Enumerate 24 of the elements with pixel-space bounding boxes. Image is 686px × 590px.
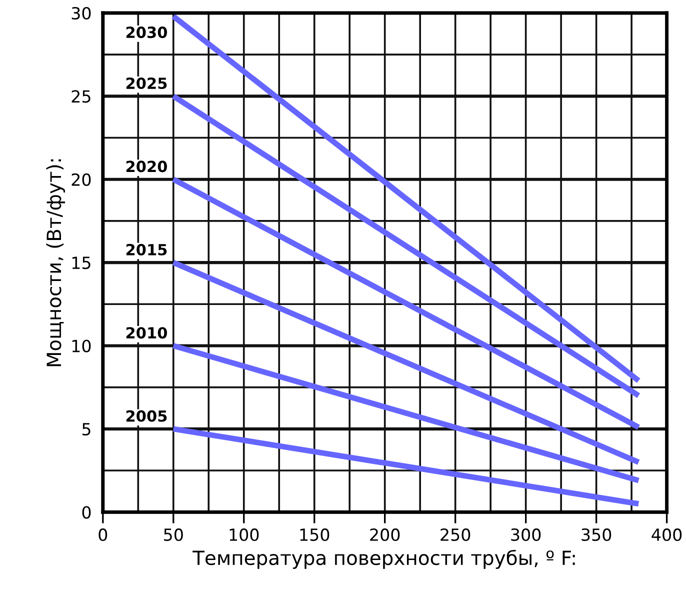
y-tick-label: 25 [72, 90, 90, 103]
x-tick-label: 150 [300, 528, 330, 541]
series-label: 2020 [126, 160, 168, 172]
x-tick-label: 50 [164, 528, 183, 541]
series-label: 2015 [126, 244, 167, 256]
y-tick-label: 10 [72, 340, 91, 352]
x-tick-label: 200 [370, 528, 400, 541]
x-tick-label: 350 [582, 528, 612, 541]
x-axis-title: Температура поверхности трубы, º F: [192, 550, 575, 569]
y-tick-label: 15 [72, 256, 90, 270]
x-tick-label: 300 [511, 528, 541, 541]
y-axis-title: Мощности, (Вт/фут): [46, 159, 66, 366]
series-label: 2030 [126, 26, 168, 38]
x-tick-label: 0 [98, 528, 108, 541]
series-label: 2005 [126, 410, 167, 422]
series-label: 2025 [126, 77, 167, 90]
x-tick-label: 250 [440, 528, 470, 541]
x-tick-label: 400 [652, 528, 682, 541]
x-tick-label: 100 [230, 528, 259, 541]
y-tick-label: 0 [82, 506, 91, 519]
y-tick-label: 5 [82, 423, 90, 436]
y-tick-label: 20 [72, 173, 91, 186]
y-tick-label: 30 [72, 6, 91, 20]
series-label: 2010 [126, 327, 168, 339]
